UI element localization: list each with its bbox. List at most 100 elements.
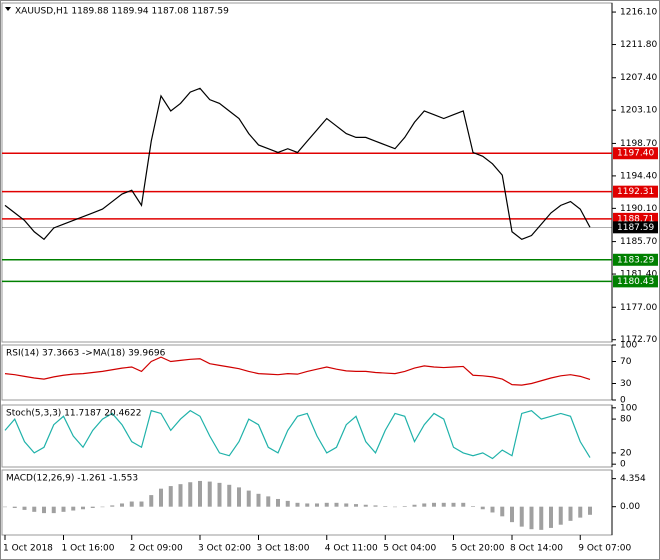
- x-tick-label: 3 Oct 02:00: [198, 544, 251, 554]
- bar: [588, 506, 592, 515]
- bar: [568, 506, 573, 521]
- bar: [61, 506, 66, 512]
- bar: [217, 482, 222, 507]
- bar: [207, 481, 212, 507]
- bar: [471, 506, 475, 507]
- menu-arrow: [5, 7, 11, 11]
- bar: [510, 506, 514, 523]
- bar: [422, 503, 427, 507]
- level-label-bg: [613, 221, 658, 234]
- x-tick-label: 1 Oct 2018: [3, 544, 53, 554]
- bar: [22, 506, 27, 510]
- y-tick-label: 1172.70: [620, 335, 657, 345]
- level-label: 1180.43: [617, 277, 654, 287]
- bar: [3, 506, 7, 508]
- x-tick-label: 2 Oct 09:00: [130, 544, 183, 554]
- bar: [32, 506, 37, 512]
- panel-title: XAUUSD,H1 1189.88 1189.94 1187.08 1187.5…: [15, 7, 229, 17]
- bar: [441, 502, 446, 507]
- y-tick-label: 1198.70: [620, 139, 657, 149]
- bar: [168, 486, 173, 507]
- bar: [90, 506, 95, 508]
- bar: [451, 502, 456, 507]
- bar: [461, 502, 466, 507]
- level-label: 1192.31: [617, 187, 654, 197]
- y-tick-label: 0: [620, 460, 626, 470]
- level-label-bg: [613, 147, 658, 160]
- series-line: [4, 356, 591, 386]
- bar: [295, 502, 300, 507]
- bar: [519, 506, 524, 527]
- y-tick-label: 0.00: [620, 502, 640, 512]
- y-tick-label: 1211.80: [620, 40, 657, 50]
- panel-title: RSI(14) 37.3663 ->MA(18) 39.9696: [6, 349, 166, 359]
- bar: [412, 504, 417, 507]
- y-tick-label: 20: [620, 448, 632, 458]
- bar: [149, 495, 154, 507]
- y-tick-label: 1181.40: [620, 270, 657, 280]
- level-label: 1187.59: [617, 223, 654, 233]
- bar: [558, 506, 563, 525]
- x-tick-label: 4 Oct 11:00: [325, 544, 378, 554]
- bar: [188, 482, 193, 507]
- bar: [344, 503, 349, 507]
- bar: [12, 506, 17, 508]
- y-tick-label: 1194.40: [620, 171, 657, 181]
- x-tick-label: 5 Oct 20:00: [452, 544, 505, 554]
- y-tick-label: 100: [620, 403, 637, 413]
- y-tick-label: 100: [620, 341, 637, 351]
- level-label-bg: [613, 253, 658, 266]
- bar: [198, 480, 202, 507]
- bar: [42, 506, 46, 514]
- x-tick-label: 1 Oct 16:00: [62, 544, 115, 554]
- x-tick-label: 5 Oct 04:00: [383, 544, 436, 554]
- bar: [139, 501, 144, 507]
- bar: [383, 506, 388, 507]
- bar: [276, 498, 280, 507]
- series-line: [4, 87, 591, 241]
- bar: [363, 504, 368, 507]
- bar: [266, 496, 271, 507]
- bar: [256, 493, 261, 507]
- y-tick-label: 0: [620, 396, 626, 406]
- bar: [246, 490, 251, 507]
- y-tick-label: 4.354: [620, 474, 646, 484]
- level-label: 1188.71: [617, 214, 654, 224]
- series-line: [4, 409, 591, 460]
- panel-title: Stoch(5,3,3) 11.7187 20.4622: [6, 409, 141, 419]
- bar: [480, 506, 485, 510]
- bar: [110, 505, 115, 507]
- bar: [71, 506, 76, 511]
- bar: [402, 506, 407, 507]
- bar: [334, 502, 339, 507]
- y-tick-label: 1190.10: [620, 204, 657, 214]
- bar: [490, 506, 495, 513]
- y-tick-label: 70: [620, 357, 632, 367]
- bar: [432, 502, 436, 507]
- y-tick-label: 80: [620, 415, 632, 425]
- y-tick-label: 1216.10: [620, 8, 657, 18]
- bar: [315, 503, 319, 507]
- y-tick-label: 1203.10: [620, 106, 657, 116]
- x-tick-label: 3 Oct 18:00: [257, 544, 310, 554]
- bar: [305, 503, 310, 507]
- bar: [237, 487, 241, 507]
- bar: [159, 488, 163, 507]
- bar: [578, 506, 583, 518]
- y-tick-label: 30: [620, 379, 632, 389]
- bar: [354, 504, 358, 507]
- bar: [373, 505, 378, 507]
- bar: [285, 500, 290, 507]
- bar: [120, 503, 124, 507]
- bar: [500, 506, 505, 517]
- bar: [178, 484, 183, 507]
- x-tick-label: 9 Oct 07:00: [578, 544, 631, 554]
- bar: [529, 506, 534, 530]
- bar: [393, 506, 397, 508]
- x-tick-label: 8 Oct 14:00: [510, 544, 563, 554]
- bar: [549, 506, 553, 528]
- bar: [324, 502, 329, 507]
- bar: [129, 501, 134, 507]
- level-label: 1183.29: [617, 255, 654, 265]
